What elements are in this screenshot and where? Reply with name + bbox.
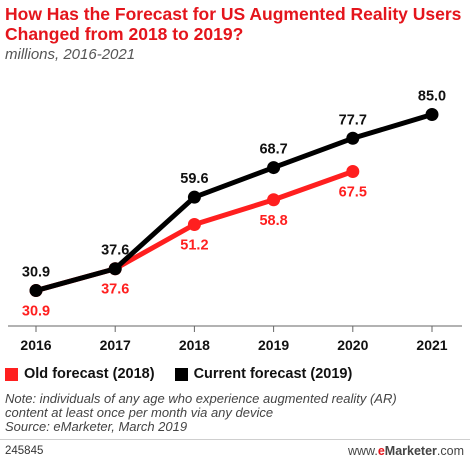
x-tick-label: 2020 — [337, 337, 368, 353]
old-forecast-line — [33, 168, 356, 294]
legend-label-old: Old forecast (2018) — [24, 366, 155, 382]
brand-suffix: .com — [436, 444, 464, 458]
x-tick-label: 2018 — [179, 337, 210, 353]
source-line: Source: eMarketer, March 2019 — [5, 419, 188, 434]
brand-e: e — [377, 444, 385, 458]
old-forecast-point — [267, 193, 281, 207]
current-forecast-data-label: 59.6 — [180, 171, 208, 187]
old-forecast-data-label: 51.2 — [180, 237, 208, 253]
chart-title: How Has the Forecast for US Augmented Re… — [5, 4, 462, 44]
current-forecast-series — [29, 108, 439, 298]
old-forecast-data-label: 67.5 — [339, 184, 367, 200]
current-forecast-point — [267, 161, 281, 175]
line-chart: 2016 2017 2018 2019 2020 2021 30.9 37.6 59.6 68.… — [8, 89, 462, 353]
note-line-2: content at least once per month via any … — [5, 405, 274, 420]
chart-subtitle: millions, 2016-2021 — [5, 46, 136, 63]
current-forecast-point — [187, 190, 201, 204]
x-tick-label: 2017 — [100, 337, 131, 353]
old-forecast-point — [187, 217, 201, 231]
brand-link[interactable]: www.eMarketer.com — [348, 444, 464, 458]
current-forecast-data-label: 68.7 — [259, 142, 287, 158]
current-forecast-point — [425, 108, 439, 122]
x-tick-label: 2021 — [416, 337, 447, 353]
x-tick-label: 2019 — [258, 337, 289, 353]
brand-name: Marketer — [384, 444, 437, 458]
legend: Old forecast (2018) Current forecast (20… — [5, 366, 372, 382]
legend-label-current: Current forecast (2019) — [193, 366, 353, 382]
brand-prefix: www. — [347, 444, 378, 458]
old-forecast-data-label: 30.9 — [22, 304, 50, 320]
note-line-1: Note: individuals of any age who experie… — [5, 391, 397, 406]
data-labels: 30.9 37.6 59.6 68.7 77.7 85.0 30.9 37.6 51.2 58.8… — [22, 89, 446, 320]
legend-item-old: Old forecast (2018) — [5, 366, 155, 382]
old-forecast-data-label: 37.6 — [101, 282, 129, 298]
legend-swatch-current — [174, 367, 188, 381]
chart-id: 245845 — [5, 445, 44, 457]
current-forecast-data-label: 77.7 — [339, 112, 367, 128]
current-forecast-point — [346, 131, 360, 145]
old-forecast-point — [346, 164, 360, 178]
x-tick-label: 2016 — [20, 337, 51, 353]
current-forecast-line — [33, 112, 435, 294]
current-forecast-data-label: 37.6 — [101, 243, 129, 259]
current-forecast-point — [29, 284, 43, 298]
current-forecast-point — [108, 262, 122, 276]
legend-swatch-old — [5, 367, 18, 381]
x-axis: 2016 2017 2018 2019 2020 2021 — [8, 325, 462, 353]
legend-item-current: Current forecast (2019) — [174, 366, 353, 382]
chart-notes: Note: individuals of any age who experie… — [5, 392, 467, 434]
footer: 245845 www.eMarketer.com — [0, 439, 470, 464]
current-forecast-data-label: 30.9 — [22, 265, 50, 281]
old-forecast-data-label: 58.8 — [259, 213, 287, 229]
current-forecast-data-label: 85.0 — [418, 89, 446, 105]
